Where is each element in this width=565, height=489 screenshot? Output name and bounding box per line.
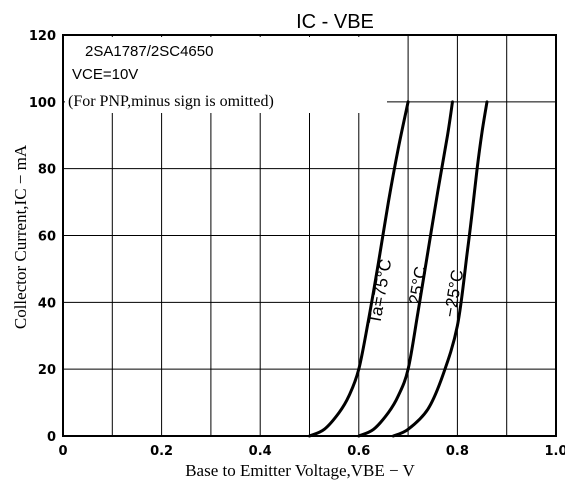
y-tick-label: 0	[47, 430, 56, 445]
y-tick-label: 80	[38, 163, 56, 178]
curves	[308, 100, 489, 438]
chart-title: IC - VBE	[296, 11, 374, 33]
annotation-backdrop	[65, 37, 387, 113]
y-tick-label: 100	[29, 96, 56, 111]
curve-label-minus25c: −25°C	[440, 268, 467, 318]
curve-ta-75c	[308, 100, 410, 438]
x-tick-label: 1.0	[544, 444, 565, 459]
curve-label-25c: 25°C	[405, 265, 430, 306]
x-tick-label: 0.6	[347, 444, 370, 459]
y-tick-label: 60	[38, 230, 56, 245]
x-tick-label: 0	[58, 444, 67, 459]
x-tick-label: 0.4	[249, 444, 272, 459]
condition-label: VCE=10V	[72, 66, 138, 83]
x-axis-label: Base to Emitter Voltage,VBE − V	[185, 461, 415, 480]
pnp-note: (For PNP,minus sign is omitted)	[68, 93, 274, 110]
y-tick-label: 40	[38, 296, 56, 311]
y-tick-labels: 0 20 40 60 80 100 120	[29, 29, 56, 445]
curve-25c	[357, 100, 454, 438]
x-tick-label: 0.8	[446, 444, 469, 459]
y-tick-label: 120	[29, 29, 56, 44]
curve-minus25c	[391, 100, 489, 438]
x-tick-label: 0.2	[150, 444, 173, 459]
y-axis-label: Collector Current,IC − mA	[11, 144, 30, 329]
x-tick-labels: 0 0.2 0.4 0.6 0.8 1.0	[58, 444, 565, 459]
curve-label-75c: Ta=75°C	[365, 258, 395, 326]
y-tick-label: 20	[38, 363, 56, 378]
device-label: 2SA1787/2SC4650	[85, 43, 213, 60]
